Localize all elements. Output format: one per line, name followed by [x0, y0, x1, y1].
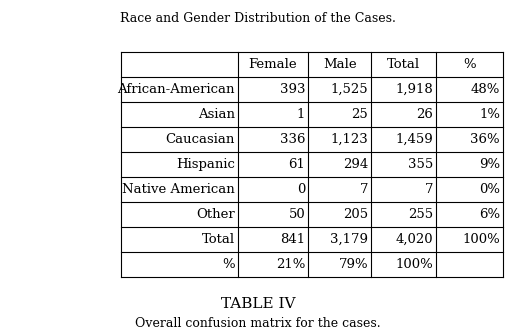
- Text: 1%: 1%: [479, 108, 500, 121]
- Text: 294: 294: [343, 158, 368, 171]
- Text: 255: 255: [408, 208, 433, 221]
- Text: 1,525: 1,525: [331, 83, 368, 96]
- Text: 100%: 100%: [395, 258, 433, 271]
- Text: 9%: 9%: [479, 158, 500, 171]
- Text: Native American: Native American: [122, 183, 235, 196]
- Text: 336: 336: [280, 133, 305, 146]
- Text: 1,123: 1,123: [331, 133, 368, 146]
- Text: 7: 7: [360, 183, 368, 196]
- Text: 393: 393: [280, 83, 305, 96]
- Text: Other: Other: [196, 208, 235, 221]
- Text: 21%: 21%: [276, 258, 305, 271]
- Text: 100%: 100%: [462, 233, 500, 246]
- Text: Asian: Asian: [198, 108, 235, 121]
- Text: Race and Gender Distribution of the Cases.: Race and Gender Distribution of the Case…: [120, 12, 396, 25]
- Text: 1,459: 1,459: [395, 133, 433, 146]
- Text: 841: 841: [280, 233, 305, 246]
- Text: 79%: 79%: [338, 258, 368, 271]
- Text: 355: 355: [408, 158, 433, 171]
- Text: 48%: 48%: [471, 83, 500, 96]
- Text: 61: 61: [288, 158, 305, 171]
- Text: Female: Female: [249, 58, 297, 71]
- Text: 36%: 36%: [471, 133, 500, 146]
- Text: 50: 50: [288, 208, 305, 221]
- Text: Caucasian: Caucasian: [165, 133, 235, 146]
- Text: 6%: 6%: [479, 208, 500, 221]
- Text: 1: 1: [297, 108, 305, 121]
- Text: %: %: [222, 258, 235, 271]
- Text: 0%: 0%: [479, 183, 500, 196]
- Text: 26: 26: [416, 108, 433, 121]
- Text: 4,020: 4,020: [396, 233, 433, 246]
- Text: 1,918: 1,918: [395, 83, 433, 96]
- Text: TABLE IV: TABLE IV: [221, 297, 295, 311]
- Text: Total: Total: [388, 58, 421, 71]
- Text: 7: 7: [425, 183, 433, 196]
- Text: African-American: African-American: [117, 83, 235, 96]
- Text: 205: 205: [343, 208, 368, 221]
- Text: 0: 0: [297, 183, 305, 196]
- Text: Overall confusion matrix for the cases.: Overall confusion matrix for the cases.: [135, 317, 381, 330]
- Text: 25: 25: [351, 108, 368, 121]
- Text: Male: Male: [323, 58, 357, 71]
- Text: 3,179: 3,179: [330, 233, 368, 246]
- Text: Total: Total: [202, 233, 235, 246]
- Text: %: %: [463, 58, 476, 71]
- Text: Hispanic: Hispanic: [176, 158, 235, 171]
